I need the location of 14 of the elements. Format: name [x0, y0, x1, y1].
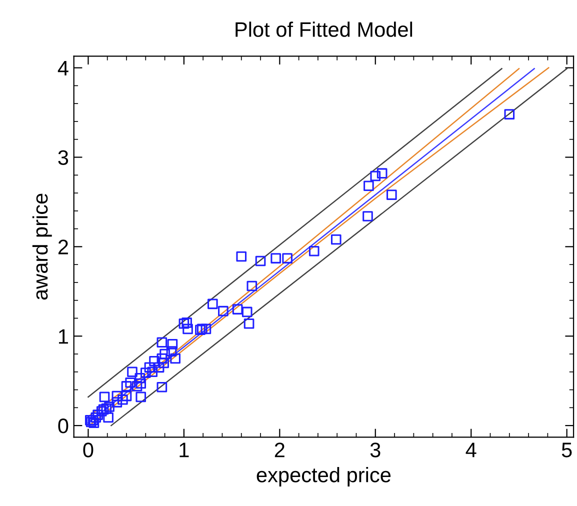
chart-title: Plot of Fitted Model: [236, 22, 412, 37]
y-tick-label: 3: [58, 150, 68, 165]
x-tick-label: 5: [562, 442, 572, 458]
y-tick-label: 0: [58, 418, 68, 434]
x-tick-label: 4: [466, 442, 476, 458]
y-tick-label: 4: [58, 61, 68, 76]
y-tick-label: 2: [58, 240, 68, 254]
x-tick-label: 3: [370, 442, 380, 458]
y-tick-label: 1: [59, 329, 68, 344]
x-tick-label: 0: [83, 442, 94, 458]
x-axis-title: expected price: [256, 467, 391, 486]
x-tick-label: 2: [274, 442, 284, 458]
y-axis-title: award price: [32, 194, 52, 300]
x-tick-label: 1: [180, 442, 189, 458]
